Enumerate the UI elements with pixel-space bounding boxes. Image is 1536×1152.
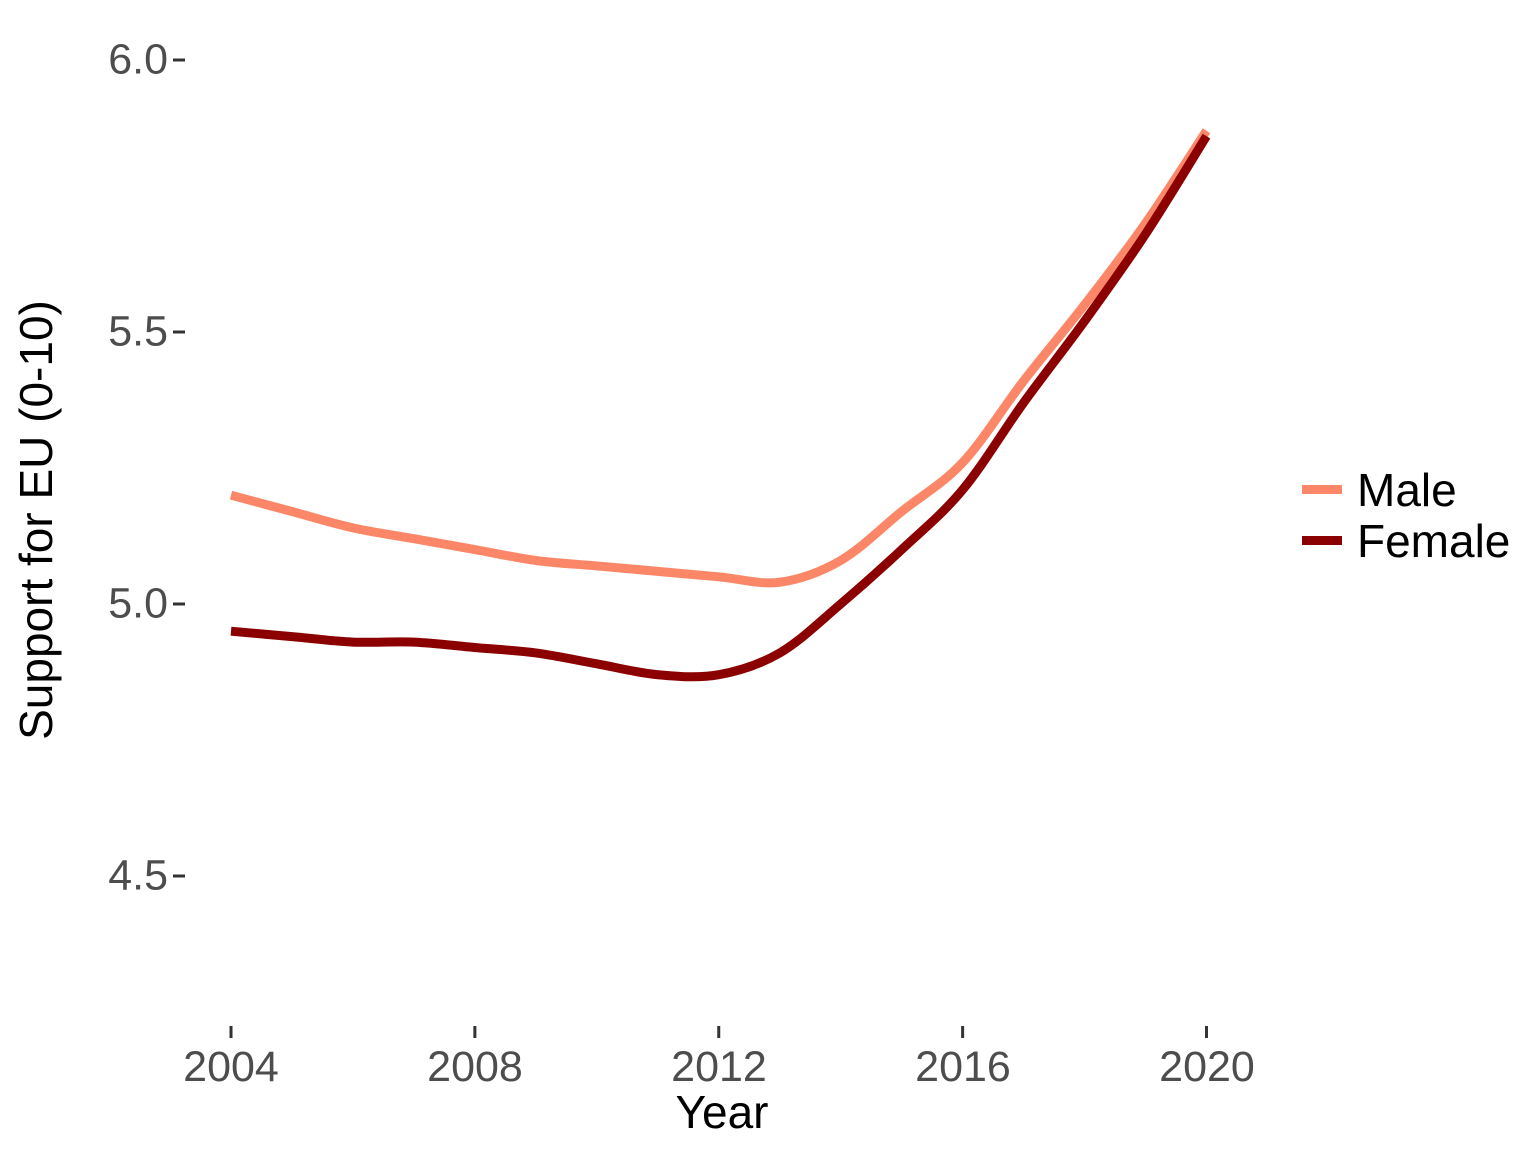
x-tick-label-2020: 2020 [1159, 1043, 1255, 1091]
legend-label-female: Female [1357, 514, 1511, 567]
x-tick-label-2012: 2012 [671, 1043, 767, 1091]
legend: Male Female [1302, 464, 1510, 566]
y-tick-label-6.0: 6.0 [108, 35, 168, 84]
x-axis-title: Year [675, 1086, 769, 1138]
y-axis-title: Support for EU (0-10) [10, 300, 62, 740]
y-tick-label-4.5: 4.5 [108, 851, 168, 900]
legend-row-female: Female [1302, 515, 1510, 566]
y-tick-label-5.0: 5.0 [108, 579, 168, 628]
y-tick-label-5.5: 5.5 [108, 307, 168, 356]
legend-row-male: Male [1302, 464, 1510, 515]
legend-swatch-female [1302, 536, 1342, 545]
x-tick-label-2004: 2004 [183, 1043, 279, 1091]
x-tick-label-2016: 2016 [915, 1043, 1011, 1091]
legend-label-male: Male [1357, 463, 1457, 516]
female-line [230, 133, 1211, 682]
legend-swatch-male [1302, 485, 1342, 494]
x-tick-label-2008: 2008 [427, 1043, 523, 1091]
male-line [229, 128, 1211, 588]
